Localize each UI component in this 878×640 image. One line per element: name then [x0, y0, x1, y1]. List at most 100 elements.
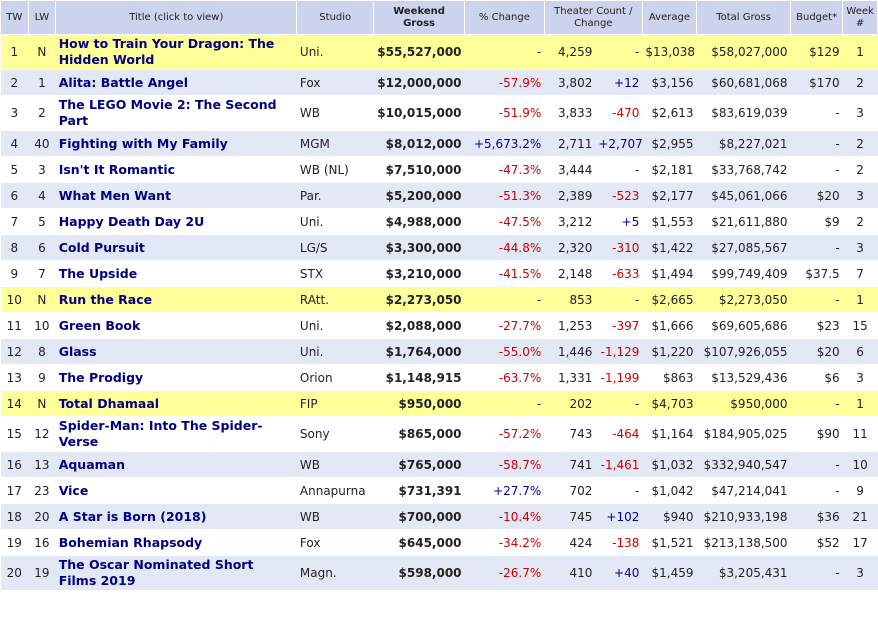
rank-last-week: N — [28, 286, 56, 313]
total-gross: $210,933,198 — [696, 503, 791, 530]
header-lw[interactable]: LW — [27, 0, 57, 35]
budget: $6 — [790, 364, 843, 391]
rank-last-week: 9 — [28, 364, 56, 391]
header-pct-change[interactable]: % Change — [464, 0, 545, 35]
average: $2,665 — [642, 286, 697, 313]
header-tw[interactable]: TW — [0, 0, 29, 35]
rank-this-week: 1 — [0, 34, 29, 70]
weekend-gross: $731,391 — [373, 477, 465, 504]
weekend-gross: $865,000 — [373, 416, 465, 452]
rank-last-week: 40 — [28, 130, 56, 157]
header-budget[interactable]: Budget* — [790, 0, 844, 35]
budget: $129 — [790, 34, 843, 70]
rank-last-week: 8 — [28, 338, 56, 365]
table-row: 1 N How to Train Your Dragon: The Hidden W… — [0, 34, 878, 70]
week-number: 21 — [842, 503, 878, 530]
studio: Sony — [296, 416, 374, 452]
average: $1,494 — [642, 260, 697, 287]
movie-title-link[interactable]: Aquaman — [58, 456, 126, 472]
weekend-gross: $55,527,000 — [373, 34, 465, 70]
average: $940 — [642, 503, 697, 530]
average: $863 — [642, 364, 697, 391]
pct-change: -47.3% — [464, 156, 545, 183]
header-total-gross[interactable]: Total Gross — [696, 0, 792, 35]
total-gross: $99,749,409 — [696, 260, 791, 287]
movie-title-link[interactable]: The LEGO Movie 2: The Second Part — [58, 97, 277, 128]
pct-change: -55.0% — [464, 338, 545, 365]
theater-change: +102 — [595, 503, 643, 530]
budget: - — [790, 156, 843, 183]
theater-change: -397 — [595, 312, 643, 339]
header-weekend-gross[interactable]: Weekend Gross — [373, 0, 466, 35]
movie-title-link[interactable]: Vice — [58, 482, 89, 498]
rank-last-week: 6 — [28, 234, 56, 261]
theater-count: 2,148 — [544, 260, 596, 287]
total-gross: $60,681,068 — [696, 69, 791, 96]
movie-title-link[interactable]: Cold Pursuit — [58, 239, 145, 255]
week-number: 2 — [842, 208, 878, 235]
studio: Fox — [296, 69, 374, 96]
average: $1,422 — [642, 234, 697, 261]
movie-title: Aquaman — [55, 451, 297, 478]
movie-title-link[interactable]: How to Train Your Dragon: The Hidden Wor… — [58, 36, 275, 67]
movie-title-link[interactable]: Green Book — [58, 317, 141, 333]
movie-title-link[interactable]: Total Dhamaal — [58, 395, 160, 411]
movie-title-link[interactable]: The Upside — [58, 265, 138, 281]
budget: - — [790, 555, 843, 591]
week-number: 1 — [842, 390, 878, 417]
theater-change: +40 — [595, 555, 643, 591]
movie-title-link[interactable]: What Men Want — [58, 187, 171, 203]
average: $1,032 — [642, 451, 697, 478]
table-row: 17 23 Vice Annapurna $731,391 +27.7% 702- $1,04… — [0, 477, 878, 504]
pct-change: +27.7% — [464, 477, 545, 504]
movie-title: How to Train Your Dragon: The Hidden Wor… — [55, 34, 297, 70]
total-gross: $69,605,686 — [696, 312, 791, 339]
budget: $52 — [790, 529, 843, 556]
studio: Uni. — [296, 34, 374, 70]
week-number: 17 — [842, 529, 878, 556]
theater-count: 3,833 — [544, 95, 596, 131]
rank-this-week: 14 — [0, 390, 29, 417]
movie-title-link[interactable]: Spider-Man: Into The Spider-Verse — [58, 418, 263, 449]
theater-change: -470 — [595, 95, 643, 131]
theater-change: +2,707 — [595, 130, 643, 157]
table-row: 4 40 Fighting with My Family MGM $8,012,000 +… — [0, 130, 878, 157]
studio: Magn. — [296, 555, 374, 591]
movie-title-link[interactable]: Bohemian Rhapsody — [58, 534, 203, 550]
rank-last-week: 16 — [28, 529, 56, 556]
week-number: 2 — [842, 156, 878, 183]
week-number: 1 — [842, 34, 878, 70]
header-title[interactable]: Title (click to view) — [55, 0, 298, 35]
total-gross: $45,061,066 — [696, 182, 791, 209]
movie-title: Alita: Battle Angel — [55, 69, 297, 96]
rank-last-week: 19 — [28, 555, 56, 591]
header-theater-count[interactable]: Theater Count / Change — [543, 0, 643, 35]
header-week[interactable]: Week # — [842, 0, 878, 35]
movie-title-link[interactable]: Isn't It Romantic — [58, 161, 176, 177]
weekend-gross: $4,988,000 — [373, 208, 465, 235]
movie-title-link[interactable]: Alita: Battle Angel — [58, 74, 189, 90]
pct-change: -57.2% — [464, 416, 545, 452]
movie-title-link[interactable]: The Prodigy — [58, 369, 144, 385]
movie-title-link[interactable]: Happy Death Day 2U — [58, 213, 205, 229]
table-row: 19 16 Bohemian Rhapsody Fox $645,000 -34.2% 42… — [0, 529, 878, 556]
header-average[interactable]: Average — [641, 0, 698, 35]
average: $3,156 — [642, 69, 697, 96]
movie-title-link[interactable]: Glass — [58, 343, 97, 359]
pct-change: +5,673.2% — [464, 130, 545, 157]
header-studio[interactable]: Studio — [296, 0, 375, 35]
table-row: 10 N Run the Race RAtt. $2,273,050-853- $2,66… — [0, 286, 878, 313]
studio: WB — [296, 451, 374, 478]
theater-change: - — [595, 156, 643, 183]
average: $4,703 — [642, 390, 697, 417]
total-gross: $332,940,547 — [696, 451, 791, 478]
movie-title-link[interactable]: A Star is Born (2018) — [58, 508, 207, 524]
movie-title-link[interactable]: Fighting with My Family — [58, 135, 228, 151]
movie-title-link[interactable]: Run the Race — [58, 291, 153, 307]
movie-title: Bohemian Rhapsody — [55, 529, 297, 556]
total-gross: $184,905,025 — [696, 416, 791, 452]
average: $1,553 — [642, 208, 697, 235]
weekend-gross: $2,273,050 — [373, 286, 465, 313]
rank-this-week: 17 — [0, 477, 29, 504]
movie-title-link[interactable]: The Oscar Nominated Short Films 2019 — [58, 557, 254, 588]
